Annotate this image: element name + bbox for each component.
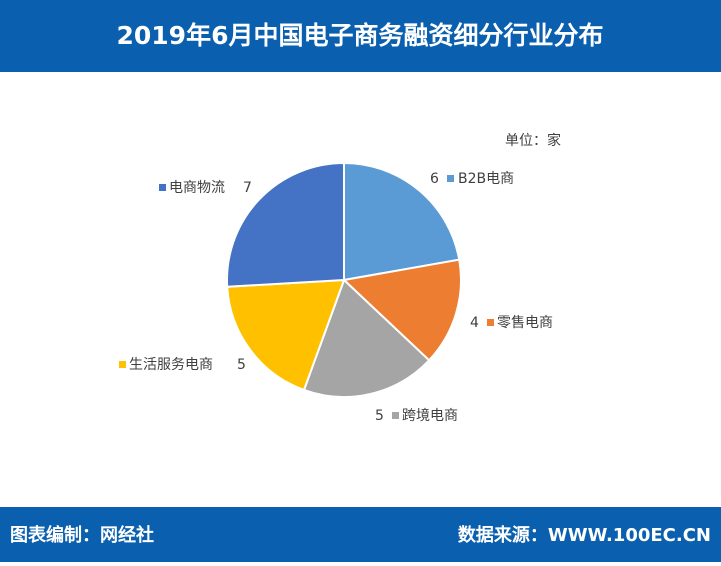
slice-value: 4 xyxy=(470,315,479,331)
slice-value: 5 xyxy=(237,357,246,373)
footer-right: 数据来源：WWW.100EC.CN xyxy=(458,524,711,546)
pie-slice xyxy=(343,161,461,282)
footer-left: 图表编制：网经社 xyxy=(10,524,154,546)
slice-name: 生活服务电商 xyxy=(129,357,213,373)
slice-value: 6 xyxy=(430,171,439,187)
pie-slice xyxy=(226,161,345,288)
slice-name: 零售电商 xyxy=(497,315,553,331)
legend-marker xyxy=(119,361,126,368)
pie-slice xyxy=(302,278,431,398)
pie-slice xyxy=(341,258,462,362)
slice-value: 5 xyxy=(375,408,384,424)
slice-name: B2B电商 xyxy=(458,171,514,187)
pie-slice xyxy=(226,278,346,392)
header-bar xyxy=(0,0,721,72)
slice-name: 电商物流 xyxy=(169,180,225,196)
footer-bar xyxy=(0,507,721,562)
legend-marker xyxy=(392,412,399,419)
legend-marker xyxy=(447,175,454,182)
legend-marker xyxy=(159,184,166,191)
chart-title: 2019年6月中国电子商务融资细分行业分布 xyxy=(117,21,604,50)
unit-label: 单位：家 xyxy=(505,132,561,149)
legend-marker xyxy=(487,319,494,326)
slice-value: 7 xyxy=(243,180,252,196)
slice-name: 跨境电商 xyxy=(402,408,458,424)
